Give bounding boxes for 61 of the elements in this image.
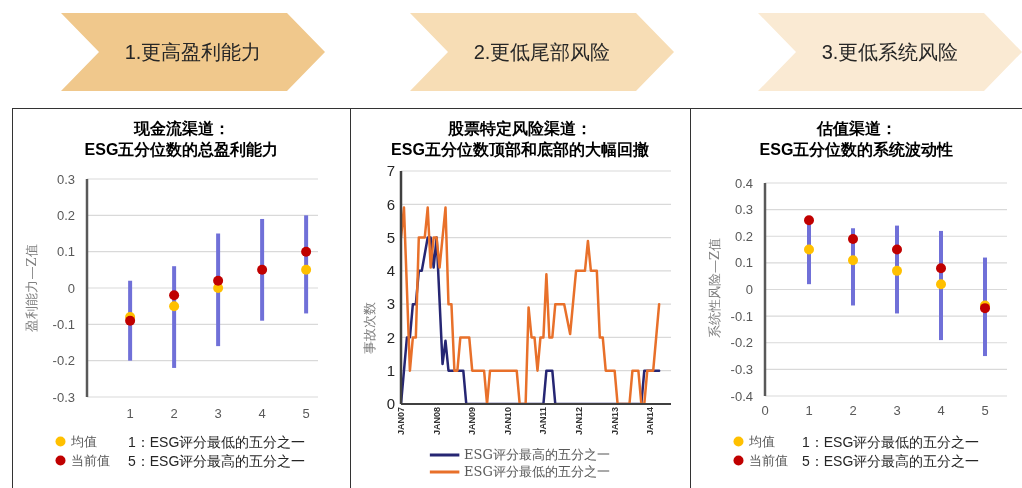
y-tick-label: 0.2	[56, 207, 75, 223]
x-tick-label: 4	[937, 403, 945, 419]
y-tick-label: 4	[386, 262, 395, 280]
chart-subtitle: 股票特定风险渠道： ESG五分位数顶部和底部的大幅回撤	[391, 120, 649, 158]
chart-subtitle: 现金流渠道： ESG五分位数的总盈利能力	[84, 120, 279, 158]
y-tick-label: -0.2	[52, 353, 75, 369]
x-tick-label: 5	[981, 403, 989, 419]
y-tick-label: 1	[386, 362, 395, 380]
x-tick-label: JAN07	[396, 407, 406, 436]
y-tick-label: 0.4	[734, 175, 753, 191]
x-tick-label: 1	[805, 403, 813, 419]
x-tick-label: JAN14	[645, 407, 656, 436]
legend-label: 当前值	[71, 451, 110, 470]
legend-label: 均值	[749, 432, 775, 451]
y-tick-label: -0.1	[52, 316, 75, 332]
y-tick-label: 6	[386, 195, 395, 213]
y-tick-label: -0.2	[730, 335, 753, 351]
legend-label: ESG评分最高的五分之一	[464, 445, 610, 464]
y-tick-label: 7	[386, 162, 395, 180]
chart-title: 1.更高盈利能力	[124, 39, 262, 65]
y-tick-label: 0.3	[56, 171, 75, 187]
y-tick-label: 0	[745, 282, 753, 298]
y-tick-label: -0.4	[730, 388, 753, 404]
y-tick-label: 0.2	[734, 228, 753, 244]
y-tick-label: 0	[67, 280, 75, 296]
x-tick-label: JAN11	[538, 407, 549, 435]
x-tick-label: 1	[126, 406, 134, 422]
x-tick-label: 5	[302, 406, 310, 422]
x-tick-label: 3	[214, 406, 222, 422]
y-tick-label: -0.3	[52, 389, 75, 405]
x-tick-label: JAN10	[502, 407, 513, 436]
chart-title: 2.更低尾部风险	[473, 39, 611, 65]
y-tick-label: 2	[386, 328, 395, 346]
y-axis-title: 事故次数	[361, 302, 377, 354]
x-tick-label: 3	[893, 403, 901, 419]
legend-label: ESG评分最低的五分之一	[464, 462, 610, 481]
y-tick-label: 0.3	[734, 202, 753, 218]
text: 5：ESG评分最高的五分之一	[128, 453, 306, 469]
y-tick-label: -0.3	[730, 361, 753, 377]
x-tick-label: JAN08	[431, 407, 442, 436]
y-axis-title: 系统性风险—Z值	[706, 237, 722, 339]
x-tick-label: 2	[849, 403, 857, 419]
y-axis-title: 盈利能力—Z值	[23, 244, 39, 332]
x-tick-label: 0	[761, 403, 769, 419]
x-tick-label: JAN13	[609, 407, 620, 436]
legend-label: 均值	[71, 432, 97, 451]
chart-subtitle: 估值渠道： ESG五分位数的系统波动性	[759, 120, 954, 158]
chart-title: 3.更低系统风险	[821, 39, 959, 65]
text: 1：ESG评分最低的五分之一	[128, 434, 306, 450]
legend-label: 当前值	[749, 451, 788, 470]
text: 5：ESG评分最高的五分之一	[802, 453, 980, 469]
x-tick-label: JAN09	[467, 407, 478, 436]
y-tick-label: 0.1	[734, 255, 753, 271]
x-tick-label: 4	[258, 406, 266, 422]
y-tick-label: 5	[386, 228, 395, 246]
y-tick-label: -0.1	[730, 308, 753, 324]
y-tick-label: 0.1	[56, 244, 75, 260]
y-tick-label: 3	[386, 295, 395, 313]
x-tick-label: 2	[170, 406, 178, 422]
x-tick-label: JAN12	[574, 407, 585, 436]
text: 1：ESG评分最低的五分之一	[802, 434, 980, 450]
